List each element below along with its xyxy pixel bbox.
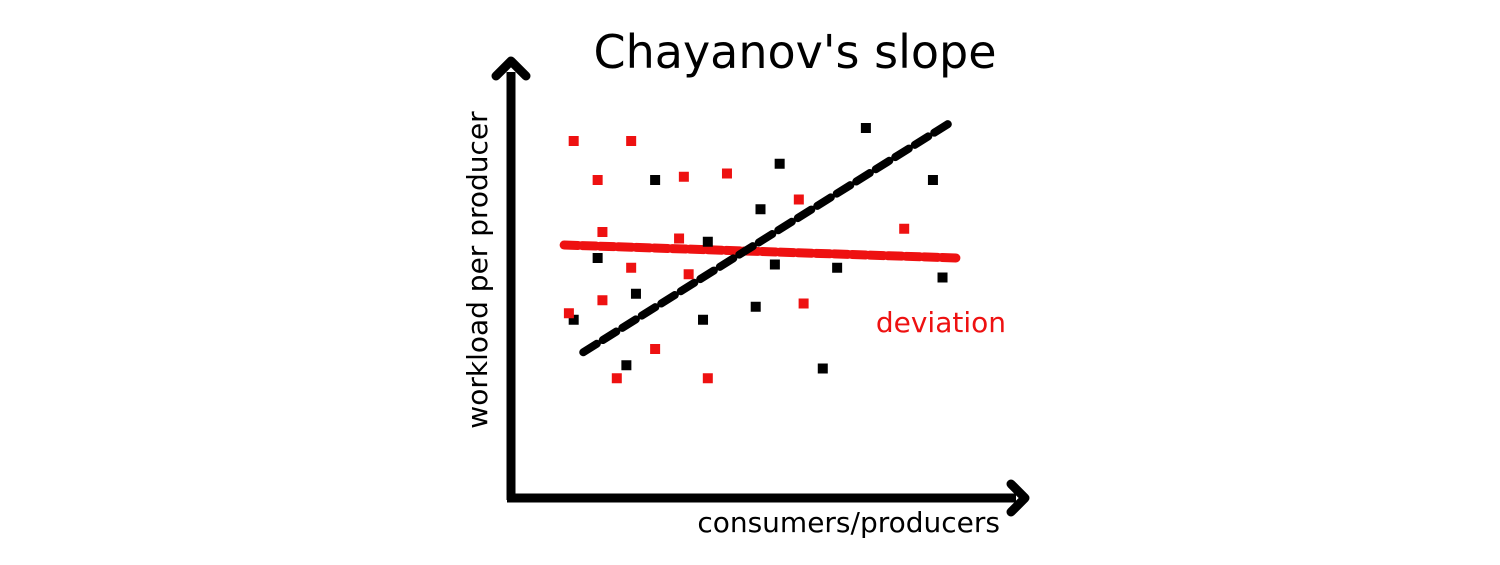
trend-lines: [559, 117, 962, 357]
data-point-series-2-8: [626, 262, 637, 273]
data-point-series-1-11: [774, 158, 785, 169]
data-point-series-2-15: [793, 194, 804, 205]
data-point-series-1-8: [750, 301, 761, 312]
data-point-series-1-2: [592, 253, 603, 263]
data-point-series-1-1: [568, 314, 579, 325]
data-point-series-2-16: [798, 298, 809, 309]
data-point-series-2-9: [650, 344, 661, 354]
data-point-series-2-11: [678, 171, 689, 182]
data-point-series-2-2: [568, 136, 579, 146]
data-point-series-2-12: [683, 269, 694, 280]
data-point-series-2-13: [702, 373, 713, 384]
x-axis-arrowhead: [1006, 479, 1030, 517]
data-point-series-2-6: [611, 373, 622, 384]
deviation-annotation: deviation: [876, 306, 1006, 339]
data-point-series-2-17: [899, 223, 910, 234]
trend-line-series-1: [579, 117, 957, 357]
data-point-series-1-7: [702, 236, 713, 247]
data-point-series-1-15: [927, 175, 938, 185]
data-point-series-2-4: [597, 227, 608, 237]
data-point-series-1-5: [650, 175, 661, 185]
data-point-series-2-3: [592, 175, 603, 185]
x-axis-label: consumers/producers: [697, 506, 1000, 539]
data-point-series-1-14: [860, 123, 871, 133]
x-axis: [507, 479, 1030, 517]
data-point-series-1-16: [937, 272, 948, 283]
data-point-series-1-3: [621, 360, 632, 371]
y-axis-label: workload per producer: [461, 111, 494, 429]
y-axis-arrowhead: [491, 56, 531, 81]
data-point-series-1-6: [698, 314, 709, 325]
data-point-series-1-12: [817, 363, 828, 374]
data-point-series-1-9: [755, 204, 766, 215]
data-points: [563, 123, 948, 384]
data-point-series-1-10: [769, 259, 780, 270]
data-point-series-2-1: [563, 308, 574, 319]
data-point-series-1-13: [832, 262, 843, 273]
data-point-series-2-14: [721, 168, 732, 179]
data-point-series-1-4: [630, 288, 641, 299]
y-axis: [491, 56, 531, 500]
data-point-series-2-7: [626, 136, 637, 146]
data-point-series-2-5: [597, 295, 608, 306]
chart-title: Chayanov's slope: [593, 25, 996, 79]
data-point-series-2-10: [674, 233, 685, 244]
trend-line-series-2: [559, 240, 962, 263]
